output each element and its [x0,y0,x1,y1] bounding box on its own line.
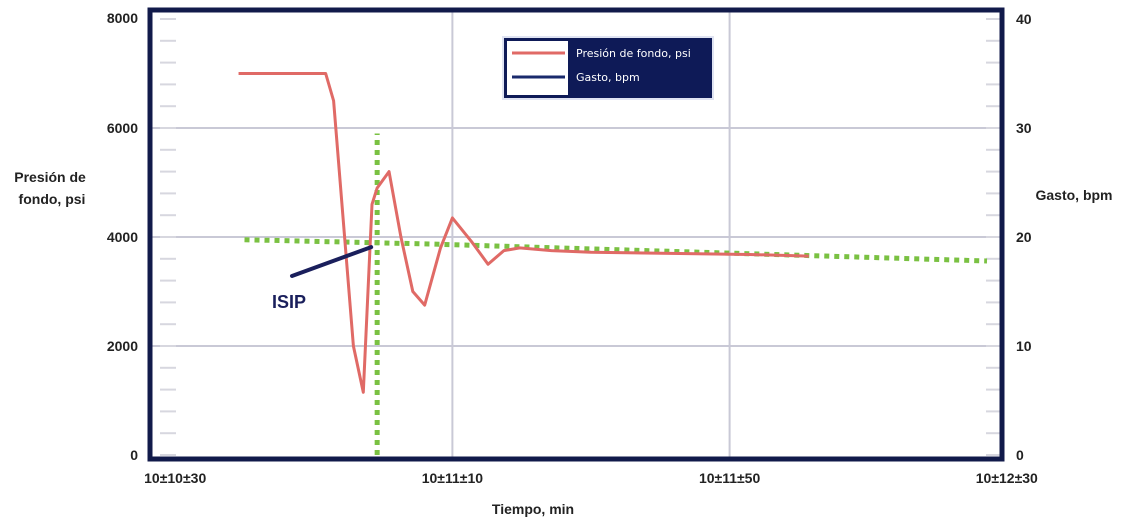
minor-ticks [160,18,1000,456]
x-tick-label: 10±11±50 [699,470,761,486]
y-axis-title: Presión de fondo, psi [14,169,89,207]
y-tick-label: 6000 [107,120,138,136]
reference-line-0 [244,237,988,264]
x-tick-label: 10±10±30 [144,470,206,486]
y2-tick-labels: 0 10 20 30 40 [1016,11,1032,463]
legend-label-rate: Gasto, bpm [576,71,640,84]
y2-axis-title: Gasto, bpm [1035,187,1112,203]
y-tick-label: 0 [130,447,138,463]
series-group [238,72,809,394]
y-axis-title-line1: Presión de [14,169,86,185]
y2-tick-label: 40 [1016,11,1032,27]
isip-pointer [290,245,374,278]
y-tick-label: 8000 [107,10,138,26]
reference-lines [244,133,988,455]
x-tick-labels: 10±10±30 10±11±10 10±11±50 10±12±30 [144,470,1038,486]
gridlines [152,12,1000,457]
y-axis-title-line2: fondo, psi [19,191,86,207]
y2-tick-label: 0 [1016,447,1024,463]
y2-tick-label: 10 [1016,338,1032,354]
y-tick-label: 2000 [107,338,138,354]
x-tick-label: 10±12±30 [976,470,1038,486]
series-line-0 [238,72,809,394]
y2-tick-label: 20 [1016,229,1032,245]
legend: Presión de fondo, psi Gasto, bpm [502,36,714,100]
y-tick-label: 4000 [107,229,138,245]
y-tick-labels: 0 2000 4000 6000 8000 [107,10,138,463]
plot-frame [147,7,1005,462]
x-tick-label: 10±11±10 [422,470,484,486]
x-axis-title: Tiempo, min [492,501,574,517]
y2-tick-label: 30 [1016,120,1032,136]
legend-label-pressure: Presión de fondo, psi [576,47,691,60]
isip-label: ISIP [272,292,306,312]
legend-inner [507,41,568,95]
